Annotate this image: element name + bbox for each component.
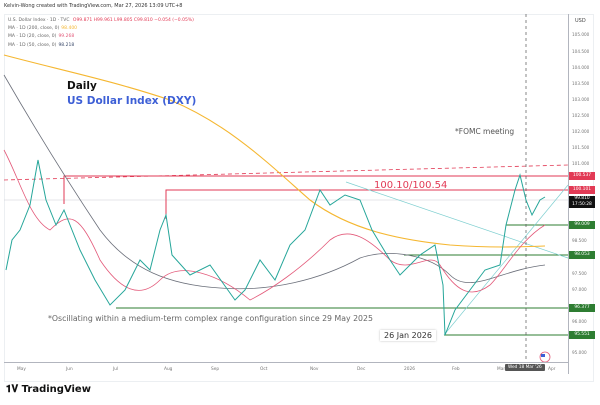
ma50-line	[3, 74, 546, 290]
resistance-zone-label: 100.10/100.54	[374, 180, 448, 191]
ma50-value: 98.218	[58, 42, 75, 48]
us-flag-canton	[541, 354, 545, 357]
dashed-trendline	[3, 164, 569, 181]
time-tick: Jul	[113, 367, 119, 372]
resistance-line-100-10	[165, 189, 568, 219]
timeframe-label: Daily	[67, 80, 97, 92]
descending-trendline	[345, 181, 569, 259]
range-note: *Oscillating within a medium-term comple…	[48, 314, 373, 323]
price-tick: 98.500	[572, 238, 587, 243]
support-tag-99-009: 99.009	[569, 221, 595, 229]
price-path	[5, 159, 546, 336]
legend-ma200-row[interactable]: MA · 1D (200, close, 0) 98.400	[8, 25, 194, 33]
instrument-label: US Dollar Index (DXY)	[67, 95, 197, 107]
price-tick: 104.500	[572, 49, 590, 54]
time-tick: Oct	[260, 367, 268, 372]
time-tick: Mar	[497, 367, 506, 372]
ma50-label: MA · 1D (50, close, 0)	[8, 42, 57, 48]
resistance-tag-100-101: 100.101	[569, 186, 595, 194]
price-tick: 103.500	[572, 81, 590, 86]
ma20-label: MA · 1D (20, close, 0)	[8, 34, 57, 40]
time-tick: Sep	[211, 367, 220, 372]
tv-logo-icon: 𝟏𝐕	[6, 384, 22, 395]
time-tick: 2026	[404, 367, 415, 372]
ma200-value: 98.400	[61, 26, 78, 32]
time-tick: Aug	[164, 367, 173, 372]
ascending-trendline	[443, 184, 569, 336]
tradingview-logo[interactable]: 𝟏𝐕 TradingView	[6, 384, 91, 395]
chart-credit: Kelvin-Wong created with TradingView.com…	[4, 3, 183, 9]
bar-countdown: 17:50:28	[572, 202, 592, 207]
legend-symbol-row[interactable]: U.S. Dollar Index · 1D · TVC O99.871 H99…	[8, 17, 194, 25]
chart-legend: U.S. Dollar Index · 1D · TVC O99.871 H99…	[8, 17, 194, 50]
time-tick: Dec	[357, 367, 366, 372]
price-tick: 96.000	[572, 319, 587, 324]
price-tick: 102.500	[572, 113, 590, 118]
price-tick: 102.000	[572, 129, 590, 134]
fomc-annotation: *FOMC meeting	[455, 127, 515, 136]
low-date-callout: 26 Jan 2026	[380, 330, 436, 341]
legend-ma50-row[interactable]: MA · 1D (50, close, 0) 98.218	[8, 42, 194, 50]
symbol-label: U.S. Dollar Index · 1D · TVC	[8, 18, 70, 23]
support-tag-98-053: 98.053	[569, 251, 595, 259]
legend-ma20-row[interactable]: MA · 1D (20, close, 0) 99.268	[8, 33, 194, 41]
ma200-label: MA · 1D (200, close, 0)	[8, 26, 60, 32]
time-tick: Nov	[310, 367, 319, 372]
price-tick: 97.000	[572, 287, 587, 292]
price-tick: 97.500	[572, 271, 587, 276]
ohlc-values: O99.871 H99.961 L99.805 C99.810 −0.054 (…	[72, 18, 194, 23]
time-tick: Apr	[548, 367, 556, 372]
tv-logo-text: TradingView	[21, 384, 91, 395]
price-tick: 104.000	[572, 65, 590, 70]
last-price-value: 99.810	[574, 196, 590, 201]
currency-label[interactable]: USD	[575, 18, 586, 24]
price-tick: 101.500	[572, 145, 590, 150]
time-axis-line	[4, 362, 568, 363]
time-tick: May	[17, 367, 26, 372]
price-tick: 101.000	[572, 161, 590, 166]
resistance-tag-100-537: 100.537	[569, 172, 595, 180]
last-price-tag: 99.810 17:50:28	[569, 196, 595, 208]
support-tag-95-551: 95.551	[569, 331, 595, 339]
crosshair-date-tag: Wed 18 Mar '26	[505, 364, 545, 371]
ma20-line	[3, 149, 546, 301]
support-tag-96-377: 96.377	[569, 304, 595, 312]
ma200-line	[3, 54, 546, 248]
price-axis-divider	[568, 14, 569, 374]
time-tick: Jun	[66, 367, 73, 372]
time-tick: Feb	[452, 367, 460, 372]
resistance-line-100-54	[63, 175, 568, 204]
ma20-value: 99.268	[58, 34, 75, 40]
price-tick: 103.000	[572, 97, 590, 102]
price-tick: 95.000	[572, 350, 587, 355]
price-tick: 105.000	[572, 32, 590, 37]
